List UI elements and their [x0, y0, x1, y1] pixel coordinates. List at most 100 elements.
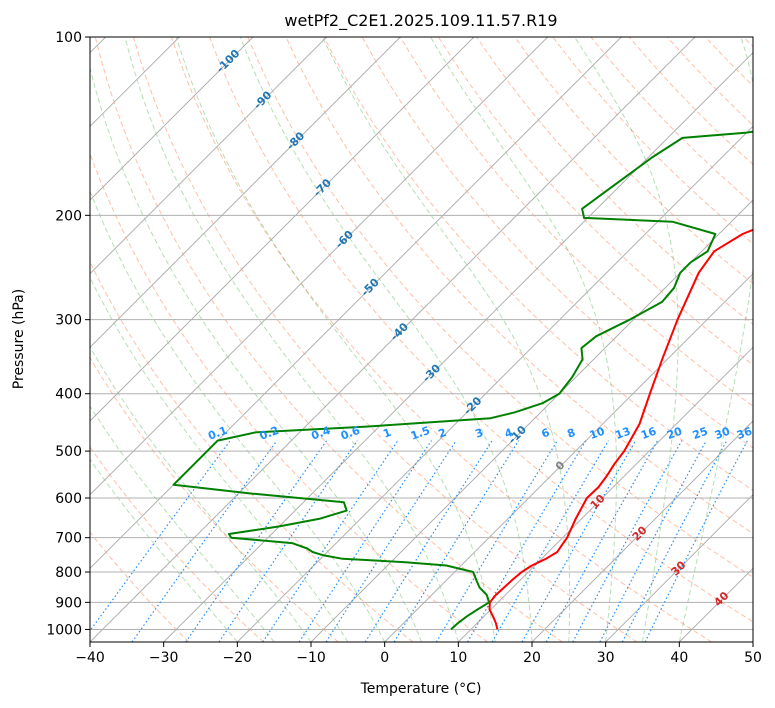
moist-adiabat-line — [430, 37, 617, 642]
dry-adiabat-line — [514, 37, 753, 285]
x-tick-label: −10 — [296, 650, 326, 666]
plot-frame — [89, 36, 754, 643]
mixing-ratio-line — [491, 440, 609, 642]
mixing-ratio-line — [185, 440, 328, 642]
y-tick-label: 700 — [55, 531, 82, 547]
isotherm-line — [384, 272, 753, 642]
mixing-ratio-label: 0.4 — [309, 424, 332, 443]
isotherm-line — [457, 346, 753, 642]
isotherm-line — [531, 420, 753, 642]
mixing-ratio-line — [131, 440, 278, 642]
x-axis-title: Temperature (°C) — [360, 681, 482, 697]
mixing-ratio-line — [644, 440, 748, 642]
axis-layer: −40 −30 −20 −10 0 10 20 30 40 5010020030040050060… — [46, 30, 762, 666]
dry-adiabat-line — [90, 152, 488, 642]
plot-background — [90, 37, 753, 642]
mixing-ratio-label: 1 — [381, 426, 393, 441]
mixing-ratio-label: 13 — [613, 425, 632, 442]
dry-adiabat-line — [247, 37, 753, 578]
dry-adiabat-line — [437, 37, 753, 366]
mixing-ratio-label: 8 — [565, 426, 577, 441]
dry-adiabat-line — [361, 37, 753, 449]
mixing-ratio-line — [262, 440, 399, 642]
mixing-ratio-label: 4 — [503, 426, 515, 441]
x-tick-label: −40 — [75, 650, 105, 666]
mixing-ratio-label: 2 — [437, 426, 449, 441]
moist-adiabat-line — [90, 405, 275, 642]
y-tick-label: 800 — [55, 565, 82, 581]
mixing-ratio-line — [466, 440, 587, 642]
temperature-profile — [488, 228, 753, 630]
x-tick-label: 10 — [449, 650, 467, 666]
mixing-ratio-label: 20 — [665, 424, 684, 442]
isotherm-line — [90, 37, 401, 349]
isotherm-line — [90, 37, 254, 201]
isotherm-line — [310, 199, 753, 642]
dry-adiabat-line — [209, 37, 753, 623]
mixing-ratio-label: 3 — [473, 426, 485, 441]
dry-adiabat-line — [323, 37, 753, 491]
mixing-ratio-line — [364, 440, 493, 642]
mixing-ratio-label: 36 — [735, 424, 754, 442]
mixing-ratio-label: 6 — [540, 426, 552, 441]
mixing-ratio-label: 1.5 — [409, 424, 432, 443]
y-tick-label: 900 — [55, 595, 82, 611]
moist-adiabat-line — [322, 37, 571, 642]
dry-adiabat-line — [90, 446, 264, 642]
moist-adiabat-line — [239, 37, 533, 642]
isotherm-line — [605, 493, 753, 642]
y-tick-label: 600 — [55, 491, 82, 507]
isotherm-line — [236, 125, 753, 642]
mixing-ratio-label: 16 — [639, 424, 658, 442]
x-tick-label: 40 — [670, 650, 688, 666]
y-tick-label: 1000 — [46, 622, 82, 638]
isotherm-line — [90, 37, 622, 570]
dry-adiabat-line — [171, 37, 712, 642]
mixing-ratio-line — [298, 440, 432, 642]
dry-adiabat-line — [399, 37, 753, 407]
moist-adiabat-line — [90, 65, 422, 642]
mixing-ratio-label: 0.6 — [339, 424, 362, 443]
mixing-ratio-line — [521, 440, 637, 642]
y-tick-label: 300 — [55, 313, 82, 329]
series-layer — [172, 130, 753, 631]
x-tick-label: 30 — [597, 650, 615, 666]
dry-adiabat-line — [285, 37, 753, 535]
moist-adiabat-line — [678, 37, 753, 642]
mixing-ratio-label: 0.1 — [206, 424, 229, 443]
x-tick-label: 0 — [380, 650, 389, 666]
mixing-ratio-line — [572, 440, 683, 642]
dewpoint-profile — [172, 130, 753, 631]
moist-adiabat-line — [90, 276, 349, 642]
isotherm-line — [90, 37, 328, 275]
mixing-ratio-label: 10 — [588, 424, 607, 442]
mixing-ratio-line — [545, 440, 659, 642]
x-tick-label: 20 — [523, 650, 541, 666]
y-tick-label: 100 — [55, 30, 82, 46]
mixing-ratio-label: 30 — [713, 424, 732, 442]
moist-adiabat-line — [90, 189, 386, 642]
y-tick-label: 200 — [55, 208, 82, 224]
y-tick-label: 500 — [55, 444, 82, 460]
moist-adiabat-line — [90, 458, 238, 642]
x-tick-label: −30 — [149, 650, 179, 666]
x-tick-label: 50 — [744, 650, 762, 666]
mixing-ratio-label: 25 — [691, 425, 710, 442]
isotherm-line — [90, 37, 696, 642]
dry-adiabat-line — [94, 37, 563, 642]
y-axis-title: Pressure (hPa) — [11, 289, 27, 389]
dry-adiabat-line — [90, 356, 339, 642]
chart-title: wetPf2_C2E1.2025.109.11.57.R19 — [284, 11, 557, 31]
x-tick-label: −20 — [223, 650, 253, 666]
dry-adiabat-line — [90, 531, 190, 642]
isotherm-line — [90, 37, 475, 422]
mixing-ratio-line — [393, 440, 520, 642]
mixing-ratio-line — [435, 440, 558, 642]
moist-adiabat-line — [175, 37, 496, 642]
mixing-ratio-label: 0.2 — [258, 424, 281, 443]
y-tick-label: 400 — [55, 387, 82, 403]
moist-adiabat-line — [124, 37, 459, 642]
isotherm-line — [90, 37, 549, 496]
dry-adiabat-line — [132, 37, 638, 642]
